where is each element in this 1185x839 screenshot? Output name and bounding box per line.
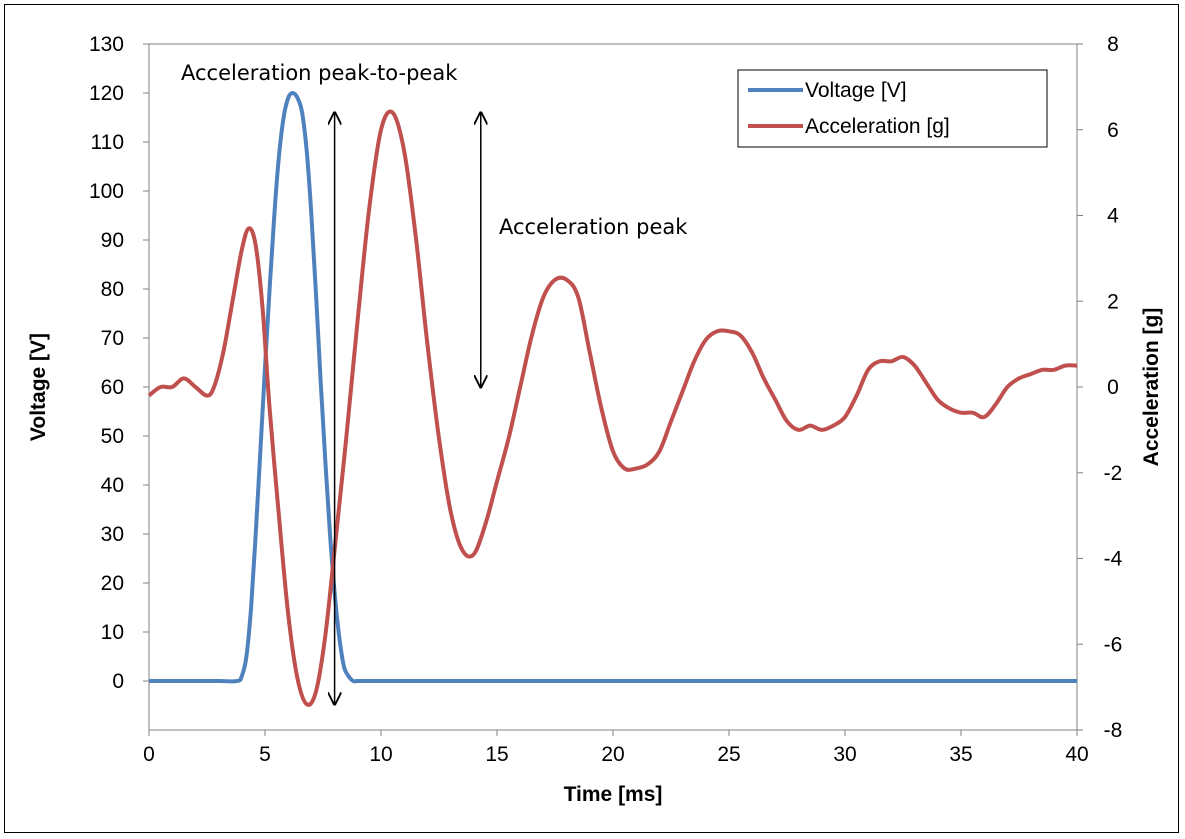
y-tick-label: 60 — [101, 376, 124, 399]
y2-tick-label: 4 — [1107, 205, 1119, 228]
x-tick-label: 25 — [717, 743, 740, 766]
x-tick-label: 35 — [949, 743, 972, 766]
y-tick-label: 40 — [101, 474, 124, 497]
annotation-peak-label: Acceleration peak — [499, 215, 688, 239]
y-tick-label: 10 — [101, 621, 124, 644]
y2-axis-ticks: -8 -6 -4 -2 0 2 4 6 8 — [1077, 33, 1123, 742]
chart-frame — [4, 4, 1179, 833]
y2-tick-label: 8 — [1107, 33, 1119, 56]
y-tick-label: 120 — [89, 82, 124, 105]
x-tick-label: 20 — [601, 743, 624, 766]
y2-tick-label: 2 — [1107, 290, 1119, 313]
y-tick-label: 90 — [101, 229, 124, 252]
y-tick-label: 50 — [101, 425, 124, 448]
series-line-acceleration — [147, 109, 1078, 707]
legend-box — [737, 69, 1048, 148]
y2-axis-title: Acceleration [g] — [1140, 308, 1163, 467]
y-tick-label: 70 — [101, 327, 124, 350]
x-tick-label: 0 — [143, 743, 155, 766]
y-tick-label: 0 — [112, 670, 124, 693]
y-axis-title: Voltage [V] — [27, 333, 50, 441]
x-axis-title: Time [ms] — [564, 783, 663, 806]
y-tick-label: 110 — [91, 131, 124, 154]
y2-tick-label: 0 — [1107, 376, 1119, 399]
x-axis-ticks: 0 5 10 15 20 25 30 35 40 — [143, 730, 1089, 766]
x-tick-label: 30 — [833, 743, 856, 766]
y2-tick-label: -6 — [1104, 633, 1123, 656]
y-tick-label: 100 — [89, 180, 124, 203]
x-tick-label: 10 — [369, 743, 392, 766]
y2-tick-label: 6 — [1107, 119, 1119, 142]
legend-label-voltage: Voltage [V] — [805, 79, 907, 102]
series-line-voltage — [148, 91, 1077, 684]
legend: Voltage [V] Acceleration [g] — [737, 69, 1048, 148]
y-tick-label: 130 — [89, 33, 124, 56]
y-tick-label: 30 — [101, 523, 124, 546]
x-tick-label: 15 — [485, 743, 508, 766]
y2-tick-label: -2 — [1104, 462, 1123, 485]
y2-tick-label: -8 — [1104, 719, 1123, 742]
y-axis-ticks: 0 10 20 30 40 50 60 70 80 90 100 110 120 130 — [89, 33, 149, 693]
legend-label-acceleration: Acceleration [g] — [805, 115, 950, 138]
x-tick-label: 5 — [259, 743, 271, 766]
y-tick-label: 80 — [101, 278, 124, 301]
annotation-peak-to-peak-label: Acceleration peak-to-peak — [181, 61, 458, 85]
y-tick-label: 20 — [101, 572, 124, 595]
y2-tick-label: -4 — [1104, 548, 1123, 571]
x-tick-label: 40 — [1065, 743, 1088, 766]
